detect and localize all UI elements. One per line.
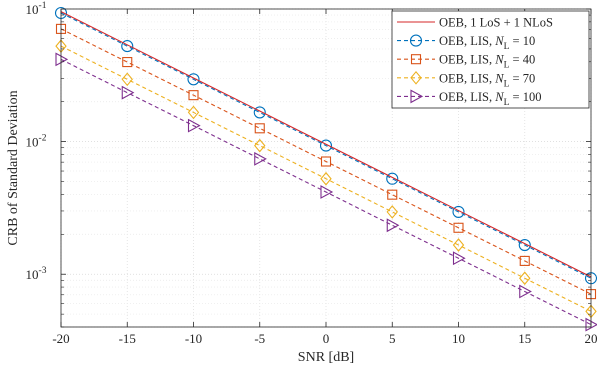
data-point — [386, 172, 399, 185]
y-tick-label: 10-2 — [26, 134, 47, 150]
legend-label: OEB, LIS, NL = 10 — [439, 34, 535, 52]
legend-marker — [409, 34, 423, 47]
data-point — [452, 205, 465, 218]
data-point — [254, 123, 265, 134]
data-point — [254, 138, 266, 153]
data-point — [121, 40, 134, 53]
data-point — [320, 171, 332, 186]
legend-label: OEB, LIS, NL = 70 — [439, 71, 535, 89]
data-point — [386, 218, 400, 233]
x-tick-label: 20 — [585, 331, 597, 346]
series-1 — [54, 6, 597, 285]
legend-box — [391, 10, 590, 109]
data-point — [188, 90, 199, 101]
x-tick-label: 10 — [452, 331, 465, 346]
data-point — [187, 73, 200, 86]
data-point — [519, 255, 530, 266]
legend-marker — [410, 89, 424, 104]
series-line — [60, 12, 592, 279]
x-tick-label: -20 — [52, 331, 69, 346]
legend-entry: OEB, LIS, NL = 70 — [397, 70, 535, 89]
legend-label: OEB, 1 LoS + 1 NLoS — [439, 16, 553, 30]
x-tick-label: -5 — [254, 331, 265, 346]
data-point — [518, 238, 531, 252]
legend-marker — [410, 54, 422, 65]
x-tick-label: 5 — [389, 331, 396, 346]
legend-marker — [410, 70, 422, 85]
legend-label: OEB, LIS, NL = 40 — [439, 53, 535, 71]
legend-label: OEB, LIS, NL = 100 — [439, 90, 541, 108]
data-point — [253, 106, 266, 119]
series-line — [60, 11, 592, 278]
data-point — [187, 105, 200, 120]
data-point — [121, 72, 133, 87]
data-point — [320, 156, 332, 167]
data-point — [387, 189, 398, 200]
series-3 — [55, 39, 597, 319]
x-tick-label: -15 — [119, 331, 136, 346]
y-axis-label: CRB of Standard Deviation — [6, 90, 21, 245]
series-4 — [55, 52, 597, 332]
data-point — [320, 185, 334, 199]
data-point — [452, 238, 465, 252]
data-point — [122, 57, 133, 68]
series-line — [60, 58, 592, 326]
data-point — [55, 52, 69, 67]
legend-entry: OEB, LIS, NL = 40 — [397, 53, 535, 71]
data-point — [187, 118, 201, 133]
series-line — [60, 28, 592, 295]
series-0 — [60, 11, 592, 278]
y-tick-label: 10-3 — [26, 266, 47, 282]
y-tick-label: 10-1 — [26, 1, 47, 17]
data-point — [254, 151, 267, 166]
legend-entry: OEB, 1 LoS + 1 NLoS — [397, 16, 553, 30]
series-line — [60, 45, 592, 312]
data-point — [319, 139, 333, 152]
data-point — [386, 205, 398, 219]
data-point — [519, 271, 531, 286]
data-point — [519, 284, 532, 299]
axes: -20 -15 -10 -5 0 5 10 15 20 10-1 10-2 10-3 — [26, 1, 597, 346]
x-tick-label: -10 — [185, 331, 202, 346]
series-layer — [54, 6, 597, 332]
legend-entry: OEB, LIS, NL = 100 — [397, 89, 541, 108]
data-point — [585, 317, 597, 332]
data-point — [453, 222, 464, 233]
data-point — [452, 251, 466, 266]
data-point — [121, 85, 135, 100]
x-tick-label: 0 — [323, 331, 330, 346]
x-tick-label: 15 — [518, 331, 531, 346]
legend-entry: OEB, LIS, NL = 10 — [397, 34, 535, 52]
x-axis-label: SNR [dB] — [298, 350, 354, 365]
